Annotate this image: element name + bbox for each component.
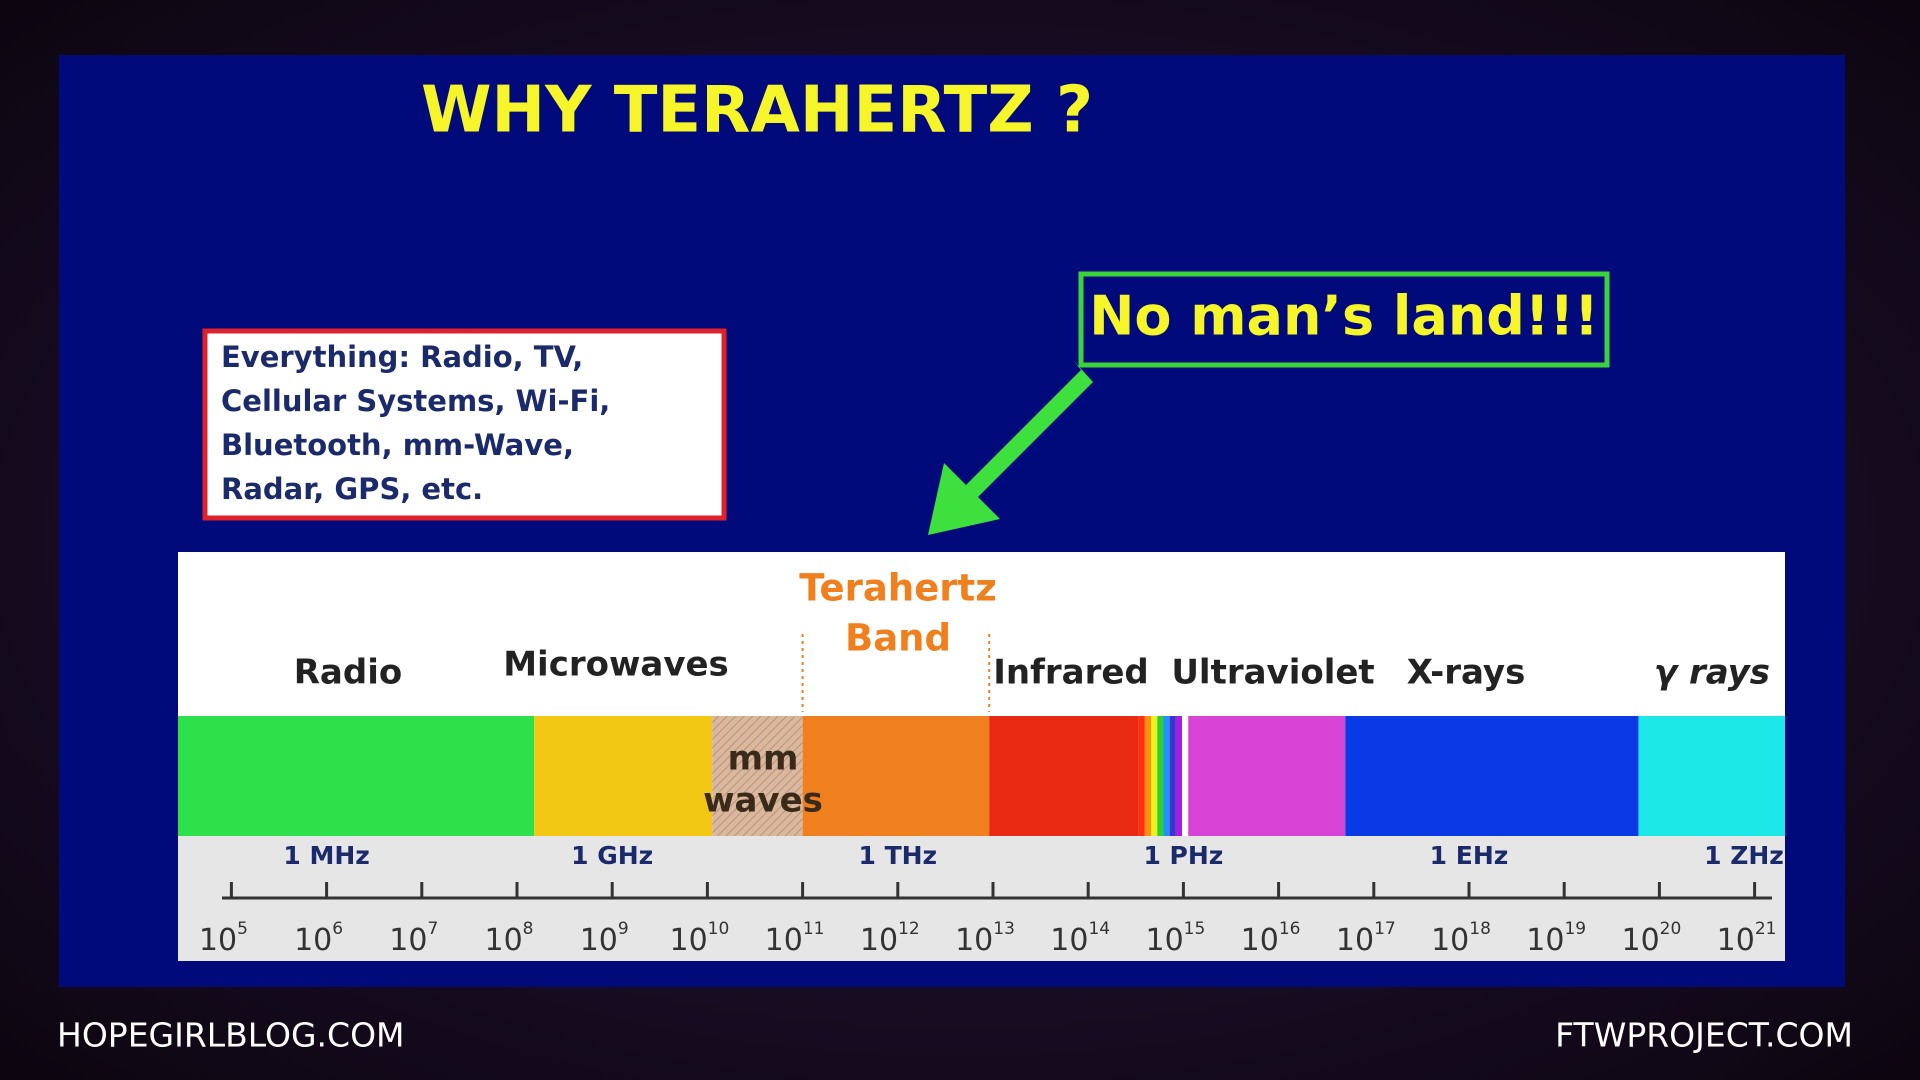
scale-base: 10 [1336, 923, 1374, 958]
scale-base: 10 [1431, 923, 1469, 958]
scale-label: 1011 [765, 919, 825, 958]
scale-base: 10 [1717, 923, 1755, 958]
frequency-label: 1 THz [858, 841, 937, 870]
mm-wave-label: mm [728, 739, 799, 779]
spectrum: Radio Microwaves Infrared Ultraviolet X-rays… [178, 567, 1785, 958]
scale-label: 109 [580, 919, 629, 958]
visible-stripe [1151, 716, 1158, 836]
note-line: Radar, GPS, etc. [221, 472, 483, 506]
scale-label: 1021 [1717, 919, 1777, 958]
footer-left: HOPEGIRLBLOG.COM [57, 1016, 405, 1055]
scale-base: 10 [1145, 923, 1183, 958]
spectrum-region [534, 716, 713, 836]
band-label: Infrared [993, 653, 1149, 693]
spectrum-region [1187, 716, 1346, 836]
frequency-label: 1 GHz [571, 841, 653, 870]
scale-base: 10 [199, 923, 237, 958]
scale-exponent: 8 [523, 919, 534, 939]
spectrum-region [1345, 716, 1639, 836]
callout-box [1078, 271, 1610, 368]
terahertz-label: Terahertz [799, 567, 997, 610]
scale-exponent: 9 [618, 919, 629, 939]
visible-stripe [1138, 716, 1145, 836]
scale-base: 10 [1050, 923, 1088, 958]
callout-text: No man’s land!!! [1089, 285, 1599, 348]
scale-base: 10 [1241, 923, 1279, 958]
scale-exponent: 7 [427, 919, 438, 939]
band-label: X-rays [1407, 653, 1526, 693]
frequency-label: 1 MHz [283, 841, 369, 870]
visible-stripe [1169, 716, 1176, 836]
frequency-label: 1 ZHz [1704, 841, 1784, 870]
scale-base: 10 [860, 923, 898, 958]
frequency-label: 1 PHz [1143, 841, 1223, 870]
spectrum-region [178, 716, 535, 836]
scale-exponent: 15 [1184, 919, 1206, 939]
visible-stripe [1175, 716, 1183, 836]
note-line: Bluetooth, mm-Wave, [221, 428, 574, 462]
scale-exponent: 20 [1660, 919, 1682, 939]
scale-base: 10 [294, 923, 332, 958]
scale-base: 10 [580, 923, 618, 958]
arrow [928, 360, 1093, 535]
scale-label: 1016 [1241, 919, 1301, 958]
band-label: Radio [294, 653, 402, 693]
note-box [202, 328, 727, 521]
slide-title: WHY TERAHERTZ ? [421, 74, 1093, 148]
scale-exponent: 12 [898, 919, 920, 939]
scale-exponent: 6 [332, 919, 343, 939]
scale-label: 107 [389, 919, 438, 958]
note-line: Cellular Systems, Wi-Fi, [221, 384, 610, 418]
scale-label: 1010 [669, 919, 729, 958]
scale-label: 1014 [1050, 919, 1110, 958]
band-label: Microwaves [503, 645, 729, 685]
scale-label: 106 [294, 919, 343, 958]
scale-base: 10 [765, 923, 803, 958]
scale-base: 10 [1621, 923, 1659, 958]
scale-label: 1018 [1431, 919, 1491, 958]
band-label: Ultraviolet [1171, 653, 1374, 693]
frequency-label: 1 EHz [1430, 841, 1509, 870]
visible-stripe [1144, 716, 1152, 836]
visible-stripe [1163, 716, 1170, 836]
scale-exponent: 17 [1374, 919, 1396, 939]
scale-label: 1015 [1145, 919, 1205, 958]
scale-exponent: 13 [993, 919, 1015, 939]
scale-label: 108 [484, 919, 533, 958]
spectrum-region [989, 716, 1139, 836]
scale-exponent: 14 [1088, 919, 1110, 939]
scale-exponent: 5 [237, 919, 248, 939]
footer-right: FTWPROJECT.COM [1555, 1016, 1853, 1055]
visible-stripe [1182, 716, 1189, 836]
note-text: Everything: Radio, TV, Cellular Systems, … [221, 340, 610, 506]
scale-exponent: 16 [1279, 919, 1301, 939]
spectrum-region [802, 716, 990, 836]
spectrum-region [1638, 716, 1785, 836]
scale-base: 10 [1526, 923, 1564, 958]
scale-label: 1019 [1526, 919, 1586, 958]
scale-exponent: 19 [1564, 919, 1586, 939]
scale-label: 105 [199, 919, 248, 958]
scale-label: 1017 [1336, 919, 1396, 958]
scale-label: 1012 [860, 919, 920, 958]
scale-base: 10 [669, 923, 707, 958]
scale-base: 10 [955, 923, 993, 958]
scale-label: 1020 [1621, 919, 1681, 958]
mm-wave-region [712, 716, 803, 836]
scale-label: 1013 [955, 919, 1015, 958]
scale-exponent: 18 [1469, 919, 1491, 939]
mm-wave-label: waves [703, 781, 823, 821]
scale-exponent: 21 [1755, 919, 1777, 939]
scale-exponent: 11 [803, 919, 825, 939]
scale-base: 10 [389, 923, 427, 958]
band-label: γ rays [1654, 653, 1770, 693]
scale-base: 10 [484, 923, 522, 958]
terahertz-label: Band [845, 617, 951, 660]
visible-stripe [1157, 716, 1164, 836]
scale-exponent: 10 [708, 919, 730, 939]
note-line: Everything: Radio, TV, [221, 340, 583, 374]
